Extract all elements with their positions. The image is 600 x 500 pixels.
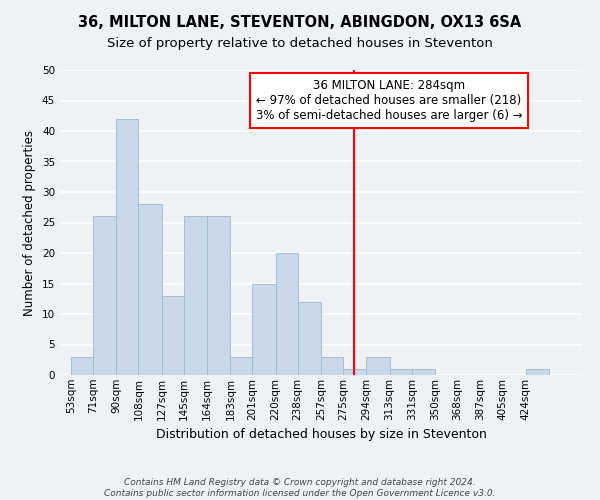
Bar <box>162 296 184 375</box>
Bar <box>230 356 253 375</box>
Bar <box>389 369 412 375</box>
Bar <box>412 369 435 375</box>
Text: Contains HM Land Registry data © Crown copyright and database right 2024.
Contai: Contains HM Land Registry data © Crown c… <box>104 478 496 498</box>
Bar <box>275 253 298 375</box>
Text: 36 MILTON LANE: 284sqm
← 97% of detached houses are smaller (218)
3% of semi-det: 36 MILTON LANE: 284sqm ← 97% of detached… <box>256 79 522 122</box>
Y-axis label: Number of detached properties: Number of detached properties <box>23 130 37 316</box>
Bar <box>367 356 389 375</box>
Bar <box>321 356 343 375</box>
Bar <box>298 302 321 375</box>
Bar <box>93 216 116 375</box>
Bar <box>139 204 162 375</box>
Bar <box>343 369 367 375</box>
Bar <box>526 369 549 375</box>
Text: 36, MILTON LANE, STEVENTON, ABINGDON, OX13 6SA: 36, MILTON LANE, STEVENTON, ABINGDON, OX… <box>79 15 521 30</box>
Bar <box>207 216 230 375</box>
Bar <box>116 119 139 375</box>
X-axis label: Distribution of detached houses by size in Steventon: Distribution of detached houses by size … <box>155 428 487 441</box>
Bar <box>184 216 207 375</box>
Text: Size of property relative to detached houses in Steventon: Size of property relative to detached ho… <box>107 38 493 51</box>
Bar <box>71 356 93 375</box>
Bar <box>253 284 275 375</box>
